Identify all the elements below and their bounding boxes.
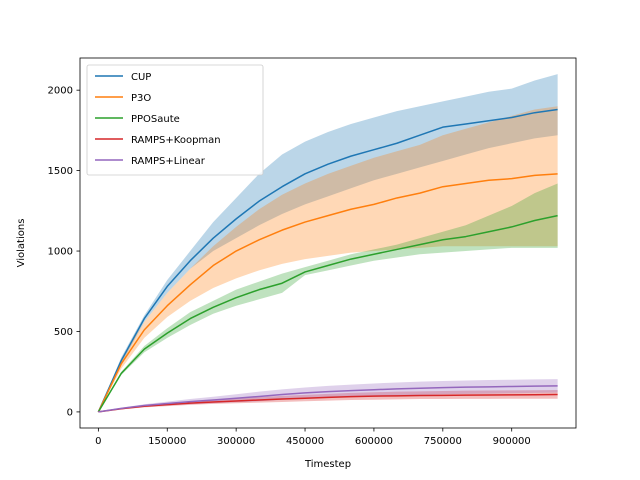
x-tick-label: 300000 bbox=[217, 436, 255, 447]
x-axis-ticks: 0 150000 300000 450000 600000 750000 900000 bbox=[95, 428, 531, 447]
y-tick-label: 1500 bbox=[48, 166, 73, 177]
legend-label-ramps-koopman: RAMPS+Koopman bbox=[131, 135, 221, 146]
x-tick-label: 900000 bbox=[493, 436, 531, 447]
y-tick-label: 2000 bbox=[48, 86, 73, 97]
line-pposaute bbox=[97, 214, 558, 413]
x-tick-label: 0 bbox=[95, 436, 101, 447]
x-tick-label: 150000 bbox=[148, 436, 186, 447]
y-tick-label: 1000 bbox=[48, 247, 73, 258]
legend-label-cup: CUP bbox=[131, 72, 151, 83]
x-tick-label: 600000 bbox=[355, 436, 393, 447]
legend-box bbox=[86, 64, 264, 176]
line-p3o bbox=[97, 173, 558, 413]
series-lines bbox=[97, 108, 558, 413]
line-ramps-koopman bbox=[98, 393, 558, 413]
line-ramps-linear bbox=[98, 385, 558, 413]
plot-frame bbox=[79, 57, 577, 429]
y-axis-ticks: 0 500 1000 1500 2000 bbox=[48, 86, 80, 418]
band-pposaute bbox=[98, 183, 558, 412]
x-tick-label: 450000 bbox=[286, 436, 324, 447]
x-axis-label: Timestep bbox=[304, 459, 351, 470]
legend-label-pposaute: PPOSaute bbox=[131, 114, 180, 125]
legend: CUP P3O PPOSaute RAMPS+Koopman RAMPS+Linear bbox=[86, 64, 264, 176]
legend-label-p3o: P3O bbox=[131, 93, 151, 104]
band-cup bbox=[98, 74, 558, 412]
y-tick-label: 500 bbox=[54, 327, 73, 338]
line-cup bbox=[97, 108, 558, 413]
band-p3o bbox=[98, 106, 558, 412]
legend-label-ramps-linear: RAMPS+Linear bbox=[131, 156, 206, 167]
y-axis-label: Violations bbox=[16, 219, 27, 268]
x-tick-label: 750000 bbox=[424, 436, 462, 447]
y-tick-label: 0 bbox=[67, 407, 73, 418]
